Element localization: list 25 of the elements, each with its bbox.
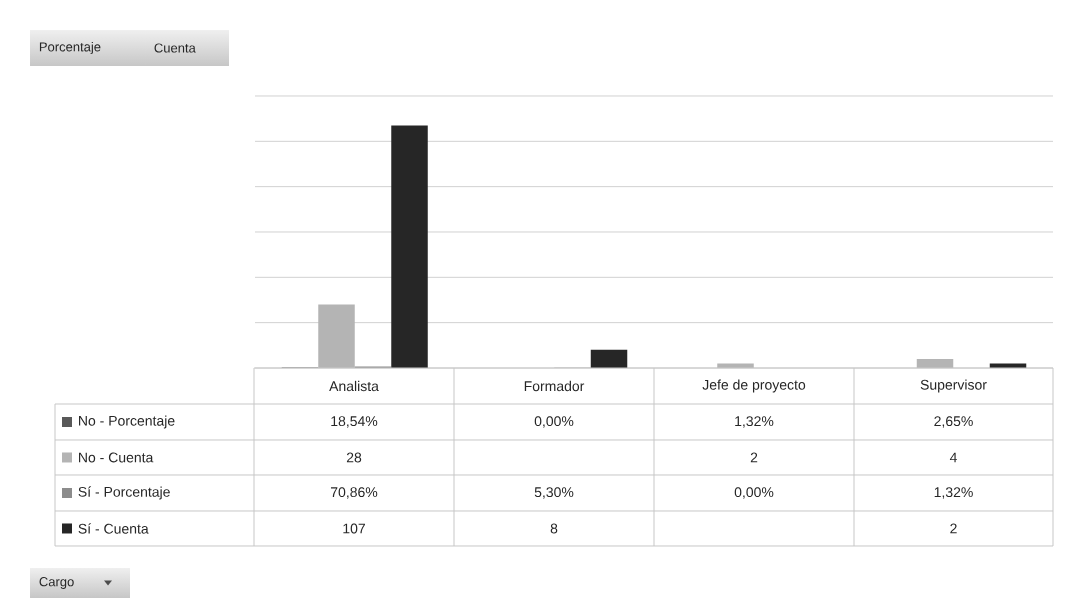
legend-label: No - Porcentaje xyxy=(79,415,175,429)
data-label: 28 xyxy=(346,452,362,463)
legend-label: Sí - Porcentaje xyxy=(78,486,170,500)
data-label: 4 xyxy=(949,452,957,463)
x-tick-label: Analista xyxy=(329,380,379,392)
data-label: 2,65% xyxy=(934,416,973,428)
data-label: 70,86% xyxy=(330,487,378,499)
data-label: 107 xyxy=(343,523,365,534)
data-label: 2 xyxy=(950,523,957,534)
data-label: 5,30% xyxy=(534,487,574,499)
legend-label: No - Cuenta xyxy=(79,452,154,463)
data-label: 2 xyxy=(750,452,758,463)
data-label: 1,32% xyxy=(735,416,774,428)
legend-label: Sí - Cuenta xyxy=(78,523,149,534)
data-label: 0,00% xyxy=(734,487,774,499)
x-tick-label: Formador xyxy=(524,380,585,392)
data-label: 0,00% xyxy=(534,416,574,428)
x-tick-label: Jefe de proyecto xyxy=(702,379,806,393)
data-label: 8 xyxy=(550,523,558,534)
text: Cuenta xyxy=(154,43,196,53)
data-label: 1,32% xyxy=(934,487,973,499)
x-tick-label: Supervisor xyxy=(920,379,987,393)
text: Cargo xyxy=(39,577,74,589)
text: Porcentaje xyxy=(39,41,101,55)
data-label: 18,54% xyxy=(331,416,378,428)
